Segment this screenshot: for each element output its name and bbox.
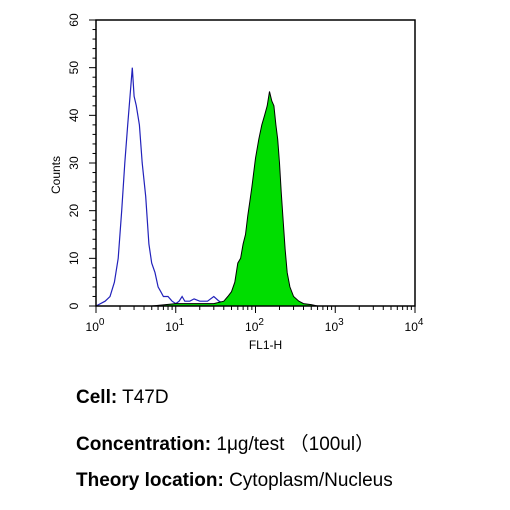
series-1-filled-area xyxy=(151,91,318,307)
y-tick-label: 0 xyxy=(67,302,81,309)
cell-label: Cell: xyxy=(76,387,118,408)
y-tick-label: 60 xyxy=(67,13,81,27)
concentration-value: 1μg/test （100ul） xyxy=(216,434,375,455)
histogram-chart: 0 10 20 30 40 50 60 100 101 102 103 104 FL1-H Count… xyxy=(49,13,424,352)
theory-label: Theory location: xyxy=(76,470,224,491)
x-tick-label: 103 xyxy=(325,317,344,334)
y-tick-label: 30 xyxy=(67,156,81,170)
y-tick-label: 10 xyxy=(67,251,81,265)
y-tick-label: 20 xyxy=(67,204,81,218)
info-theory-location: Theory location: Cytoplasm/Nucleus xyxy=(76,470,393,492)
x-tick-label: 104 xyxy=(405,317,424,334)
cell-value: T47D xyxy=(122,387,169,408)
x-tick-label: 100 xyxy=(86,317,105,334)
concentration-label: Concentration: xyxy=(76,434,212,455)
x-axis-label: FL1-H xyxy=(249,338,282,352)
y-tick-label: 40 xyxy=(67,108,81,122)
x-tick-label: 101 xyxy=(165,317,184,334)
series-0-line xyxy=(95,67,232,307)
y-axis-label: Counts xyxy=(49,156,63,194)
y-tick-label: 50 xyxy=(67,61,81,75)
theory-value: Cytoplasm/Nucleus xyxy=(229,470,393,491)
info-cell: Cell: T47D xyxy=(76,387,169,409)
info-concentration: Concentration: 1μg/test （100ul） xyxy=(76,429,374,456)
x-tick-label: 102 xyxy=(245,317,264,334)
